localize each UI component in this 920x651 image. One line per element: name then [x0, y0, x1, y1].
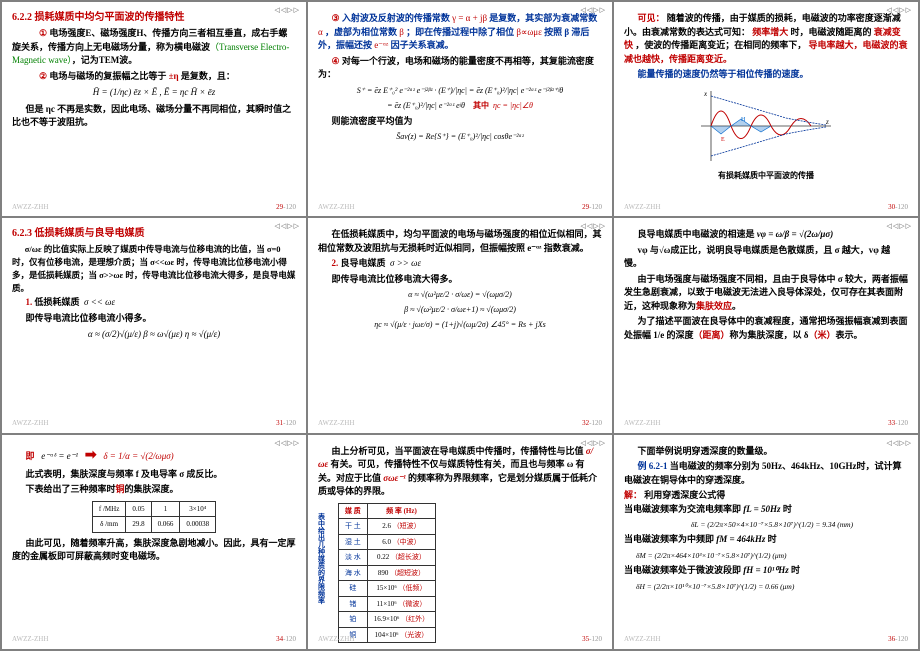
slide-4: ◁◁▷▷ 6.2.3 低损耗媒质与良导电媒质 σ/ωε 的比值实际上反映了媒质中… — [2, 218, 306, 432]
footer-left: AWZZ-ZHH — [318, 634, 354, 645]
formula-1: δL = (2/2π×50×4×10⁻⁷×5.8×10⁷)^(1/2) = 9.… — [624, 519, 908, 530]
nav-controls[interactable]: ◁◁▷▷ — [274, 5, 300, 16]
formula-2: β ≈ √(ω²με/2 · σ/ωε+1) ≈ √(ωμσ/2) — [318, 304, 602, 316]
footer-left: AWZZ-ZHH — [318, 418, 354, 429]
nav-controls[interactable]: ◁◁▷▷ — [886, 221, 912, 232]
footer-left: AWZZ-ZHH — [318, 202, 354, 213]
para-3: 即传导电流比位移电流大得多。 — [318, 273, 602, 287]
para-1: ③ 入射波及反射波的传播常数 γ = α + jβ 是复数，其实部为衰减常数 α… — [318, 12, 602, 53]
slide-9: ◁◁▷▷ 下面举例说明穿透深度的数量级。 例 6.2-1 当电磁波的频率分别为 … — [614, 435, 918, 649]
footer-left: AWZZ-ZHH — [12, 418, 48, 429]
para-4: 则能流密度平均值为 — [318, 115, 602, 129]
para-1: 由上分析可见，当平面波在导电媒质中传播时，传播特性与比值 σ/ωε 有关。可见，… — [318, 445, 602, 499]
media-freq-table: 媒 质频 率 (Hz) 干 土2.6 （短波） 湿 土6.0 （中波） 淡 水0… — [338, 503, 436, 644]
svg-text:z: z — [825, 118, 829, 126]
slide-5: ◁◁▷▷ 在低损耗媒质中，均匀平面波的电场与磁场强度的相位近似相同，其相位常数及… — [308, 218, 612, 432]
slide-1: ◁◁▷▷ 6.2.2 损耗媒质中均匀平面波的传播特性 ① 电场强度E、磁场强度H… — [2, 2, 306, 216]
page-number: 29-120 — [276, 202, 296, 213]
para-4: 由此可见，随着频率升高，集肤深度急剧地减小。因此，具有一定厚度的金属板即可屏蔽高… — [12, 537, 296, 564]
para-1: 下面举例说明穿透深度的数量级。 — [624, 445, 908, 459]
slide-8: ◁◁▷▷ 由上分析可见，当平面波在导电媒质中传播时，传播特性与比值 σ/ωε 有… — [308, 435, 612, 649]
slide-2: ◁◁▷▷ ③ 入射波及反射波的传播常数 γ = α + jβ 是复数，其实部为衰… — [308, 2, 612, 216]
nav-controls[interactable]: ◁◁▷▷ — [580, 438, 606, 449]
formula-2: = ēz (E⁺₀)²/|ηc| e⁻²ᵅᶻ eʲθ 其中 ηc = |ηc|∠… — [318, 100, 602, 112]
para-3: 但是 ηc 不再是实数，因此电场、磁场分量不再同相位，其瞬时值之比也不等于波阻抗… — [12, 103, 296, 130]
para-4: 为了描述平面波在良导体中的衰减程度，通常把场强振幅衰减到表面处振幅 1/e 的深… — [624, 315, 908, 342]
footer-left: AWZZ-ZHH — [624, 634, 660, 645]
para-1: 良导电媒质中电磁波的相速是 vφ = ω/β = √(2ω/μσ) — [624, 228, 908, 242]
formula-2: δM = (2/2π×464×10³×10⁻⁷×5.8×10⁷)^(1/2) (… — [624, 550, 908, 561]
page-number: 30-120 — [888, 202, 908, 213]
formula-1: α ≈ (σ/2)√(μ/ε) β ≈ ω√(με) η ≈ √(μ/ε) — [12, 328, 296, 342]
page-number: 35-120 — [582, 634, 602, 645]
para-2: ② 电场与磁场的复振幅之比等于 ±η 是复数，且： — [12, 70, 296, 84]
footer-left: AWZZ-ZHH — [12, 634, 48, 645]
para-3: 解： 利用穿透深度公式得 — [624, 489, 908, 503]
para-1: σ/ωε 的比值实际上反映了媒质中传导电流与位移电流的比值，当 σ=0 时，仅有… — [12, 243, 296, 294]
slide-3: ◁◁▷▷ 可见： 随着波的传播，由于媒质的损耗，电磁波的功率密度逐渐减小。由衰减… — [614, 2, 918, 216]
para-3: 由于电场强度与磁场强度不同相，且由于良导体中 σ 较大，两者振幅发生急剧衰减，以… — [624, 273, 908, 314]
para-1: 可见： 随着波的传播，由于媒质的损耗，电磁波的功率密度逐渐减小。由衰减常数的表达… — [624, 12, 908, 66]
footer-left: AWZZ-ZHH — [624, 202, 660, 213]
para-3: 下表给出了三种频率时铜的集肤深度。 — [12, 483, 296, 497]
formula-3: ηc ≈ √(μ/ε · jωε/σ) = (1+j)√(ωμ/2σ) ∠45°… — [318, 319, 602, 331]
slide-7: ◁◁▷▷ 即 e⁻ᵅᵟ = e⁻¹ ➡ δ = 1/α = √(2/ωμσ) 此… — [2, 435, 306, 649]
formula-1: H̄ = (1/ηc) ēz × Ē , Ē = ηc H̄ × ēz — [12, 86, 296, 100]
footer-left: AWZZ-ZHH — [12, 202, 48, 213]
para-3: 即传导电流比位移电流小得多。 — [12, 312, 296, 326]
page-number: 34-120 — [276, 634, 296, 645]
page-number: 36-120 — [888, 634, 908, 645]
formula-1: S⁺ = ēz E⁺₀² e⁻²ᵅᶻ e⁻ʲ²ᵝᶻ · (E⁺)/|ηc| = … — [318, 85, 602, 97]
section-heading: 6.2.3 低损耗媒质与良导电媒质 — [12, 226, 296, 241]
formula-3: δH = (2/2π×10¹⁰×10⁻⁷×5.8×10⁷)^(1/2) = 0.… — [624, 581, 908, 592]
svg-text:E: E — [721, 137, 725, 143]
nav-controls[interactable]: ◁◁▷▷ — [274, 221, 300, 232]
formula-1: α ≈ √(ω²με/2 · σ/ωε) = √(ωμσ/2) — [318, 289, 602, 301]
wave-diagram: z x E H — [696, 86, 836, 166]
para-2: vφ 与√ω成正比，说明良导电媒质是色散媒质，且 σ 越大，vφ 越慢。 — [624, 244, 908, 271]
slide-6: ◁◁▷▷ 良导电媒质中电磁波的相速是 vφ = ω/β = √(2ω/μσ) v… — [614, 218, 918, 432]
para-2: 2. 良导电媒质 σ >> ωε — [318, 257, 602, 271]
nav-controls[interactable]: ◁◁▷▷ — [274, 438, 300, 449]
svg-text:x: x — [703, 90, 708, 98]
page-number: 29-120 — [582, 202, 602, 213]
formula-3: S̄av(z) = Re{S⁺} = (E⁺₀)²/|ηc| cosθe⁻²ᵅᶻ — [318, 131, 602, 143]
para-1: 即 e⁻ᵅᵟ = e⁻¹ ➡ δ = 1/α = √(2/ωμσ) — [12, 445, 296, 466]
page-number: 31-120 — [276, 418, 296, 429]
section-heading: 6.2.2 损耗媒质中均匀平面波的传播特性 — [12, 10, 296, 25]
para-2: 能量传播的速度仍然等于相位传播的速度。 — [624, 68, 908, 82]
page-number: 32-120 — [582, 418, 602, 429]
nav-controls[interactable]: ◁◁▷▷ — [886, 438, 912, 449]
svg-text:H: H — [741, 117, 746, 123]
diagram-caption: 有损耗媒质中平面波的传播 — [624, 170, 908, 182]
para-2: 例 6.2-1 当电磁波的频率分别为 50Hz、464kHz、10GHz时，试计… — [624, 460, 908, 487]
para-2: 1. 低损耗媒质 σ << ωε — [12, 296, 296, 310]
para-2: 此式表明，集肤深度与频率 f 及电导率 σ 成反比。 — [12, 468, 296, 482]
para-4: 当电磁波频率为交流电频率即 fL = 50Hz 时 — [624, 503, 908, 517]
nav-controls[interactable]: ◁◁▷▷ — [886, 5, 912, 16]
nav-controls[interactable]: ◁◁▷▷ — [580, 221, 606, 232]
skin-depth-table: f /MHz 0.05 1 3×10⁴ δ /mm 29.8 0.066 0.0… — [92, 501, 216, 533]
page-number: 33-120 — [888, 418, 908, 429]
para-1: 在低损耗媒质中，均匀平面波的电场与磁场强度的相位近似相同，其相位常数及波阻抗与无… — [318, 228, 602, 255]
nav-controls[interactable]: ◁◁▷▷ — [580, 5, 606, 16]
para-6: 当电磁波频率处于微波波段即 fH = 10¹⁰Hz 时 — [624, 564, 908, 578]
table-side-label: 表中给出几种媒质的界限频率 — [316, 513, 327, 604]
para-1: ① 电场强度E、磁场强度H、传播方向三者相互垂直，成右手螺旋关系，传播方向上无电… — [12, 27, 296, 68]
para-5: 当电磁波频率为中频即 fM = 464kHz 时 — [624, 533, 908, 547]
para-2: ④ 对每一个行波，电场和磁场的能量密度不再相等，其复能流密度为： — [318, 55, 602, 82]
footer-left: AWZZ-ZHH — [624, 418, 660, 429]
